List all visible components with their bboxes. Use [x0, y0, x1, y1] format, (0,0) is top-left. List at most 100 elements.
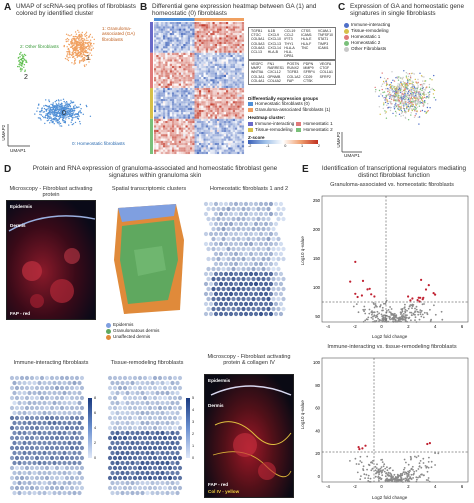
spot	[29, 385, 35, 391]
cell-point	[389, 83, 392, 86]
heatmap-cell	[160, 114, 164, 117]
heatmap-cell	[174, 41, 177, 45]
heatmap-cell	[203, 74, 206, 78]
spot	[167, 385, 173, 391]
spot	[72, 460, 77, 466]
heatmap-cell	[163, 112, 166, 115]
heatmap-cell	[194, 110, 197, 113]
cell-point	[409, 103, 411, 105]
heatmap-cell	[154, 94, 157, 97]
spot	[223, 231, 229, 237]
spot	[12, 470, 17, 476]
heatmap-cell	[192, 41, 195, 45]
spot	[170, 420, 175, 426]
cell-point	[66, 112, 69, 114]
spot	[266, 286, 271, 292]
cell-point	[89, 45, 91, 48]
heatmap-cell	[223, 26, 227, 29]
cell-point	[40, 110, 43, 112]
heatmap-cell	[158, 99, 161, 102]
legend-swatch	[344, 34, 349, 40]
spot	[273, 261, 279, 267]
heatmap-cell	[172, 35, 175, 38]
spot	[223, 311, 229, 317]
heatmap-cell	[194, 74, 197, 78]
heatmap-cell	[167, 151, 170, 155]
heatmap-cell	[183, 125, 186, 128]
heatmap-cell	[192, 140, 195, 144]
heatmap-cell	[196, 134, 200, 137]
heatmap-cell	[192, 121, 195, 124]
cell-point	[77, 43, 80, 46]
heatmap-cell	[192, 90, 195, 93]
heatmap-cell	[183, 94, 186, 97]
heatmap-cell	[199, 138, 202, 141]
spot	[228, 241, 234, 247]
heatmap-cell	[201, 110, 204, 113]
heatmap-cell	[174, 129, 177, 133]
heatmap-cell	[154, 48, 157, 51]
heatmap-cell	[192, 74, 195, 78]
heatmap-cell	[241, 103, 245, 106]
heatmap-cell	[241, 136, 245, 139]
heatmap-cell	[165, 99, 168, 102]
cell-point	[50, 117, 52, 120]
cell-point	[68, 117, 70, 120]
heatmap-cell	[190, 116, 193, 119]
heatmap-cell	[205, 66, 209, 69]
heatmap-cell	[212, 125, 215, 128]
cell-point	[53, 114, 55, 117]
heatmap-cell	[174, 138, 177, 141]
spot	[74, 425, 80, 431]
spot	[213, 231, 219, 237]
spot	[67, 420, 72, 426]
heatmap-cell	[199, 103, 202, 106]
heatmap-cell	[165, 110, 168, 113]
heatmap-cell	[221, 107, 224, 111]
heatmap-cell	[199, 61, 202, 64]
cell-point	[414, 102, 417, 104]
heatmap-cell	[199, 37, 202, 40]
cell-point	[387, 94, 389, 96]
heatmap-cell	[183, 107, 186, 111]
heatmap-cell	[190, 136, 193, 139]
heatmap-cell	[223, 138, 227, 141]
heatmap-cell	[237, 114, 240, 117]
heatmap-cell	[196, 107, 200, 111]
spot	[37, 390, 42, 396]
heatmap-cell	[217, 88, 220, 91]
heatmap-cell	[160, 94, 164, 97]
heatmap-cell	[167, 72, 170, 75]
heatmap-cell	[201, 132, 204, 135]
spot	[29, 445, 35, 451]
spot	[42, 390, 47, 396]
heatmap-cell	[212, 26, 215, 29]
spot	[172, 395, 178, 401]
cell-point	[391, 89, 393, 91]
heatmap-cell	[192, 44, 195, 47]
spot	[19, 425, 25, 431]
heatmap-cell	[163, 83, 166, 86]
cell-point	[429, 107, 431, 109]
cell-point	[78, 51, 80, 54]
heatmap-cell	[176, 118, 179, 122]
spot	[62, 480, 67, 486]
heatmap-cell	[223, 107, 227, 111]
heatmap-cell	[203, 110, 206, 113]
cell-point	[46, 105, 48, 107]
heatmap-cell	[187, 35, 191, 38]
heatmap-cell	[208, 70, 211, 73]
heatmap-cell	[228, 151, 231, 155]
spot	[64, 465, 70, 471]
heatmap-cell	[163, 107, 166, 111]
heatmap-cell	[176, 125, 179, 128]
spot	[17, 410, 22, 416]
heatmap-cell	[230, 101, 233, 104]
heatmap-cell	[154, 125, 157, 128]
spot	[17, 470, 22, 476]
cell-point	[81, 40, 84, 42]
spot	[167, 405, 173, 411]
cell-point	[408, 73, 411, 75]
heatmap-cell	[169, 85, 173, 89]
heatmap-cell	[223, 103, 227, 106]
